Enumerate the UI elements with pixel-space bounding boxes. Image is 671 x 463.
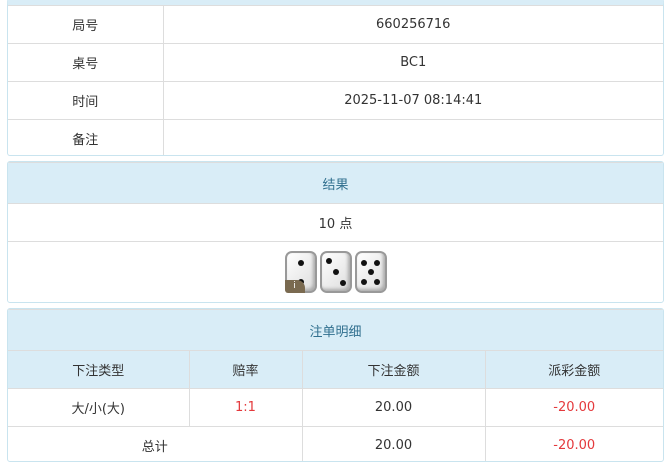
header-bet-amount: 下注金额 bbox=[301, 350, 486, 389]
value-note bbox=[162, 119, 663, 155]
table-row: 备注 bbox=[8, 119, 663, 155]
die-pip bbox=[339, 279, 346, 286]
result-points: 10 点 bbox=[8, 203, 663, 242]
label-note: 备注 bbox=[8, 119, 164, 155]
bet-payout: -20.00 bbox=[484, 388, 663, 427]
total-row: 总计 20.00 -20.00 bbox=[8, 426, 663, 461]
total-label: 总计 bbox=[8, 426, 303, 461]
info-icon[interactable]: i bbox=[284, 280, 305, 293]
bet-type: 大/小(大) bbox=[8, 388, 190, 427]
value-table: BC1 bbox=[162, 43, 663, 82]
die-pip bbox=[367, 269, 374, 275]
die-pip bbox=[361, 278, 368, 285]
total-amount: 20.00 bbox=[301, 426, 486, 461]
bet-amount: 20.00 bbox=[301, 388, 486, 427]
die-pip bbox=[373, 259, 380, 266]
header-odds: 赔率 bbox=[188, 350, 303, 389]
table-row: 大/小(大) 1:1 20.00 -20.00 bbox=[8, 388, 663, 427]
value-time: 2025-11-07 08:14:41 bbox=[162, 81, 663, 120]
die-2: i bbox=[284, 251, 317, 293]
header-payout: 派彩金额 bbox=[484, 350, 663, 389]
bets-panel: 注单明细 下注类型 赔率 下注金额 派彩金额 大/小(大) 1:1 20.00 … bbox=[7, 308, 664, 462]
label-time: 时间 bbox=[8, 81, 164, 120]
dice-group: i bbox=[284, 251, 387, 293]
die-pip bbox=[373, 278, 380, 285]
die-pip bbox=[325, 258, 332, 265]
label-table: 桌号 bbox=[8, 43, 164, 82]
table-header-row: 下注类型 赔率 下注金额 派彩金额 bbox=[8, 350, 663, 389]
result-panel: 结果 10 点 i bbox=[7, 161, 664, 303]
table-row: 桌号 BC1 bbox=[8, 43, 663, 82]
die-pip bbox=[332, 269, 339, 275]
bets-title: 注单明细 bbox=[8, 309, 663, 351]
die-pip bbox=[297, 259, 304, 266]
table-row: 局号 660256716 bbox=[8, 5, 663, 44]
header-bet-type: 下注类型 bbox=[8, 350, 190, 389]
die-3 bbox=[319, 251, 352, 293]
value-round: 660256716 bbox=[162, 5, 663, 44]
die-5 bbox=[354, 251, 387, 293]
total-payout: -20.00 bbox=[484, 426, 663, 461]
dice-cell: i bbox=[8, 241, 663, 302]
die-pip bbox=[361, 259, 368, 266]
label-round: 局号 bbox=[8, 5, 164, 44]
table-row: 时间 2025-11-07 08:14:41 bbox=[8, 81, 663, 120]
bet-odds: 1:1 bbox=[188, 388, 303, 427]
result-title: 结果 bbox=[8, 162, 663, 204]
info-panel: 局号 660256716 桌号 BC1 时间 2025-11-07 08:14:41 … bbox=[7, 0, 664, 156]
